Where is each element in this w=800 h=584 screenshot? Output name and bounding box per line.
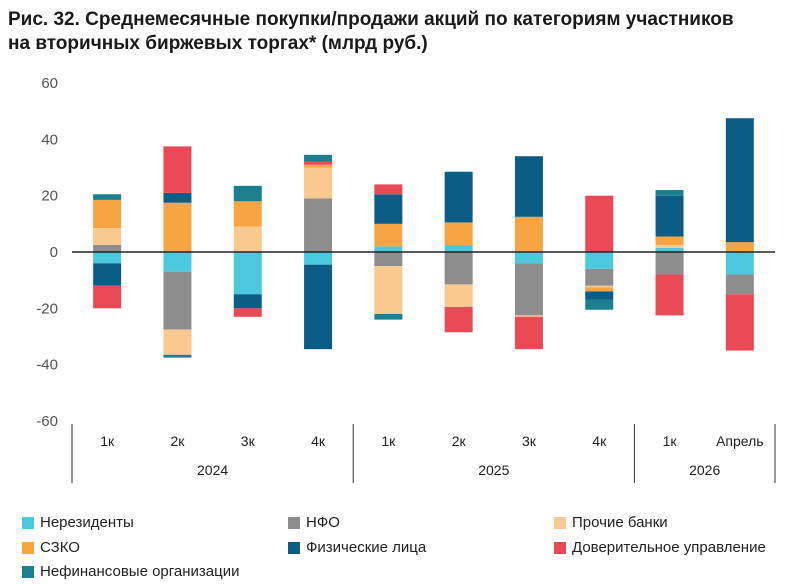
bar-segment — [163, 146, 192, 193]
x-tick-label: 3к — [241, 433, 256, 449]
bar-segment — [444, 244, 473, 252]
y-tick-label: -40 — [36, 357, 58, 374]
bar-segment — [93, 244, 122, 252]
bar-segment — [585, 252, 614, 269]
bar-segment — [374, 313, 403, 320]
bar-segment — [93, 199, 122, 229]
bar-segment — [725, 274, 754, 295]
bar-segment — [374, 184, 403, 195]
bar-segment — [163, 192, 192, 203]
bar-segment — [374, 266, 403, 314]
bar-segment — [585, 268, 614, 286]
bar-segment — [163, 354, 192, 358]
x-tick-label: 1к — [100, 433, 115, 449]
bar-segment — [444, 306, 473, 333]
x-tick-label: 4к — [592, 433, 607, 449]
chart-title-line2: на вторичных биржевых торгах* (млрд руб.… — [8, 33, 428, 54]
bar-segment — [163, 202, 192, 252]
bar-segment — [725, 242, 754, 252]
bar-segment — [233, 201, 262, 227]
bar-segment — [304, 264, 333, 350]
bar-segment — [655, 274, 684, 316]
bar-segment — [655, 247, 684, 252]
y-tick-label: 40 — [41, 131, 58, 148]
y-tick-label: 0 — [50, 244, 58, 261]
y-tick-label: -60 — [36, 413, 58, 430]
bar-segment — [725, 294, 754, 351]
bar-segment — [444, 252, 473, 285]
x-tick-label: Апрель — [716, 433, 764, 449]
bar-segment — [514, 316, 543, 350]
x-tick-label: 1к — [663, 433, 678, 449]
y-tick-label: 60 — [41, 75, 58, 92]
bar-segment — [163, 271, 192, 330]
bar-segment — [93, 263, 122, 286]
bar-segment — [655, 195, 684, 237]
bar-segment — [93, 285, 122, 309]
bar-segment — [304, 161, 333, 165]
bar-segment — [374, 246, 403, 252]
bar-segment — [514, 156, 543, 217]
chart-title: Рис. 32. Среднемесячные покупки/продажи … — [8, 8, 792, 56]
bar-segment — [725, 118, 754, 243]
bar-segment — [444, 171, 473, 223]
x-group-label: 2025 — [478, 462, 509, 478]
bar-segment — [655, 252, 684, 275]
bar-segment — [444, 284, 473, 307]
chart-title-line1: Рис. 32. Среднемесячные покупки/продажи … — [8, 9, 734, 30]
bar-segment — [585, 291, 614, 300]
bar-segment — [374, 194, 403, 224]
y-tick-label: 20 — [41, 188, 58, 205]
x-tick-label: 3к — [522, 433, 537, 449]
bar-segment — [233, 185, 262, 202]
bar-segment — [304, 252, 333, 265]
bar-segment — [233, 226, 262, 252]
bar-segment — [655, 244, 684, 248]
x-tick-label: 1к — [381, 433, 396, 449]
bar-segment — [304, 154, 333, 162]
x-group-label: 2026 — [689, 462, 720, 478]
bar-segment — [585, 287, 614, 292]
bar-segment — [304, 164, 333, 168]
bar-segment — [514, 263, 543, 316]
bar-segment — [514, 216, 543, 252]
bar-segment — [233, 252, 262, 295]
x-tick-label: 4к — [311, 433, 326, 449]
x-tick-label: 2к — [452, 433, 467, 449]
bar-segment — [93, 194, 122, 200]
x-tick-label: 2к — [170, 433, 185, 449]
bar-segment — [374, 252, 403, 267]
x-group-label: 2024 — [197, 462, 228, 478]
bar-segment — [163, 329, 192, 355]
bar-segment — [163, 252, 192, 272]
bar-segment — [233, 308, 262, 317]
bar-segment — [655, 236, 684, 245]
bar-segment — [233, 294, 262, 309]
bar-segment — [585, 299, 614, 310]
bar-segment — [374, 223, 403, 247]
bar-segment — [444, 222, 473, 245]
bar-segment — [514, 315, 543, 317]
bar-segment — [304, 198, 333, 252]
bar-segment — [585, 285, 614, 288]
bar-segment — [585, 195, 614, 252]
bar-segment — [514, 252, 543, 264]
bar-segment — [655, 190, 684, 196]
bar-segment — [304, 167, 333, 199]
bar-segment — [93, 252, 122, 264]
y-tick-label: -20 — [36, 300, 58, 317]
bar-segment — [93, 228, 122, 245]
bar-segment — [725, 252, 754, 275]
